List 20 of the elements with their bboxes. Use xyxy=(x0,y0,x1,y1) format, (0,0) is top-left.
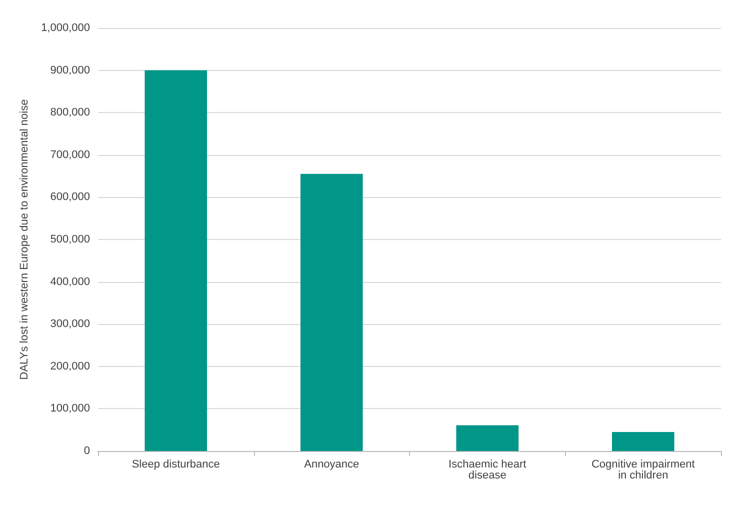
bar xyxy=(300,174,363,451)
y-tick-label: 500,000 xyxy=(50,234,90,246)
y-tick-label: 400,000 xyxy=(50,276,90,288)
x-tick-label: Annoyance xyxy=(304,458,360,470)
y-tick-label: 200,000 xyxy=(50,360,90,372)
y-tick-label: 1,000,000 xyxy=(41,22,90,34)
y-tick-label: 600,000 xyxy=(50,191,90,204)
y-tick-label: 900,000 xyxy=(50,64,90,76)
y-tick-label: 800,000 xyxy=(50,106,90,119)
bar xyxy=(144,70,208,451)
y-axis-title: DALYs lost in western Europe due to environmental noise xyxy=(18,99,31,380)
y-tick-label: 100,000 xyxy=(50,402,90,415)
x-tick-label: Ischaemic heart disease xyxy=(448,458,526,482)
y-tick-label: 300,000 xyxy=(50,318,90,330)
y-tick-label: 700,000 xyxy=(50,148,90,161)
bar xyxy=(612,432,674,451)
x-tick-label: Sleep disturbance xyxy=(132,458,220,470)
x-tick-label: Cognitive impairment in children xyxy=(591,458,695,482)
bar xyxy=(456,425,519,451)
y-tick-label: 0 xyxy=(84,445,90,457)
